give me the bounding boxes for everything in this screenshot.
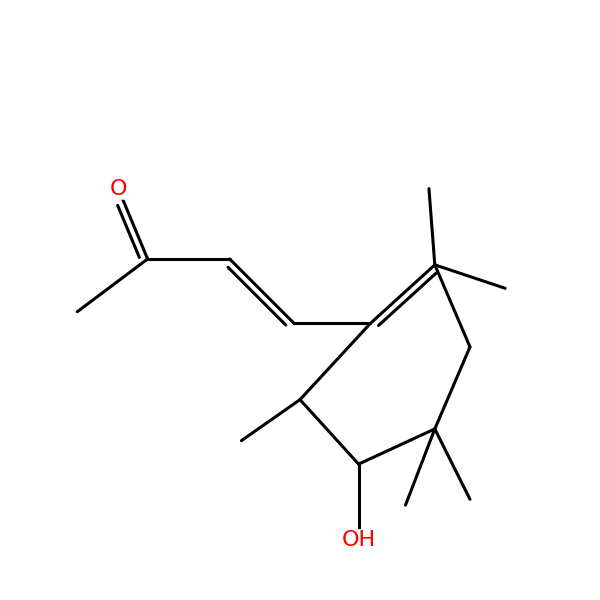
Text: O: O	[110, 179, 127, 199]
Text: O: O	[110, 179, 127, 199]
Text: OH: OH	[341, 530, 376, 550]
Text: OH: OH	[341, 530, 376, 550]
